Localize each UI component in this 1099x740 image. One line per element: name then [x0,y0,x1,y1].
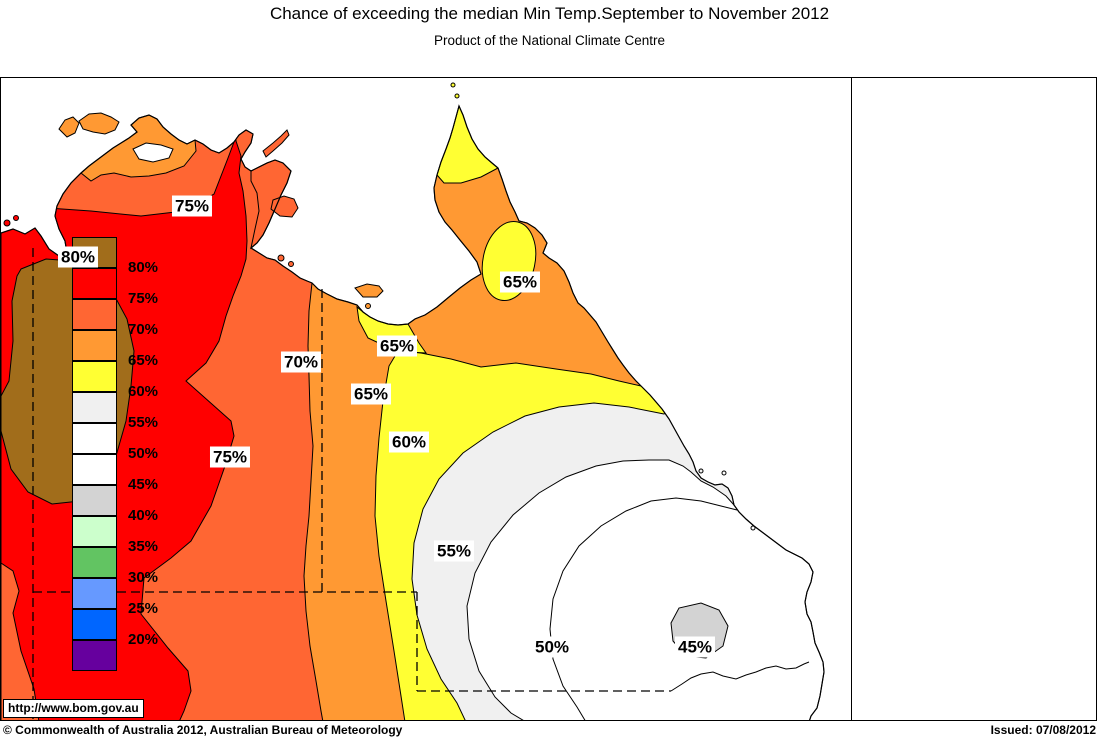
legend-swatch [72,609,117,640]
legend-swatch [72,485,117,516]
coastline [1,104,825,720]
contour-label-60: 60% [388,431,430,453]
legend-swatch [72,299,117,330]
page-subtitle: Product of the National Climate Centre [433,33,666,48]
contour-label-65: 65% [350,383,392,405]
legend-swatch [72,578,117,609]
legend-label: 20% [128,631,159,648]
legend-label: 40% [128,507,159,524]
tiwi-island-east [78,112,120,135]
contour-label-65: 65% [499,271,541,293]
coral-sea-islet [698,468,704,474]
map-legend-divider [851,78,852,720]
gulf-islet [277,254,285,262]
wessel-islands [262,129,290,158]
legend-swatch [72,392,117,423]
mornington-island [354,283,384,298]
coral-sea-islet [750,525,756,531]
legend-swatch [72,547,117,578]
contour-label-55: 55% [433,540,475,562]
kimberley-islet [13,215,19,221]
legend-label: 50% [128,445,159,462]
torres-islet [454,93,460,99]
contour-50 [549,497,738,720]
legend-swatch [72,330,117,361]
nsw-border-river [670,661,810,692]
van-diemen-gulf [132,142,174,163]
legend-label: 65% [128,352,159,369]
legend-label: 45% [128,476,159,493]
legend-label: 55% [128,414,159,431]
legend-swatch [72,268,117,299]
legend-label: 35% [128,538,159,555]
tiwi-island-west [58,116,80,138]
gulf-islet [288,261,294,267]
legend-label: 80% [128,259,159,276]
contour-label-75: 75% [171,195,213,217]
gulf-islet [365,303,371,309]
issued-date: Issued: 07/08/2012 [990,723,1096,737]
copyright-text: © Commonwealth of Australia 2012, Austra… [3,723,403,737]
page-title: Chance of exceeding the median Min Temp.… [269,4,830,23]
legend-swatch [72,640,117,671]
legend-label: 30% [128,569,159,586]
legend-swatch [72,361,117,392]
legend-label: 60% [128,383,159,400]
kimberley-islet [3,219,11,227]
map-figure: 80% 75% 70% 65% 60% 55% 50% 45% 40% 35% 30% 25% 20% [0,77,1097,721]
contour-label-75: 75% [209,446,251,468]
torres-islet [450,82,456,88]
legend-swatch [72,516,117,547]
contour-label-45: 45% [674,636,716,658]
legend-label: 70% [128,321,159,338]
legend-label: 75% [128,290,159,307]
bom-url-box[interactable]: http://www.bom.gov.au [3,699,144,718]
legend-swatch [72,423,117,454]
contour-label-80: 80% [57,246,99,268]
legend-swatch [72,454,117,485]
australia-contour-map [1,78,852,720]
contour-label-65: 65% [376,335,418,357]
contour-label-70: 70% [280,351,322,373]
contour-label-50: 50% [531,636,573,658]
legend-label: 25% [128,600,159,617]
coral-sea-islet [721,470,727,476]
